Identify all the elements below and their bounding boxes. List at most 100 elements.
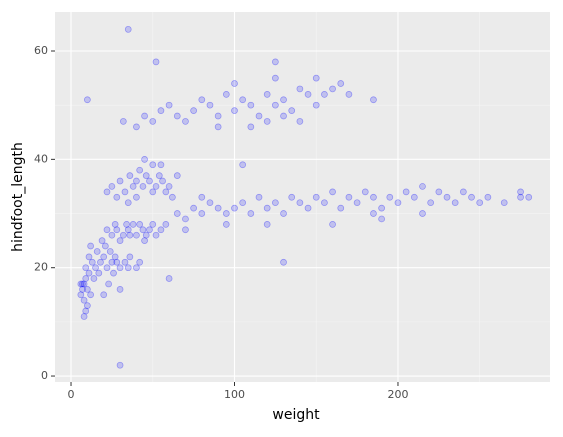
point <box>121 188 129 196</box>
point <box>378 204 385 212</box>
point <box>152 231 160 239</box>
point <box>169 193 176 201</box>
point <box>133 177 140 185</box>
point <box>321 90 328 98</box>
point <box>157 161 165 169</box>
point <box>139 226 147 234</box>
point <box>100 291 108 299</box>
point <box>280 258 287 266</box>
point <box>102 242 109 250</box>
point <box>296 199 304 207</box>
point <box>198 96 206 104</box>
point <box>222 90 230 98</box>
point <box>126 253 134 261</box>
x-tick-label: 0 <box>68 388 75 401</box>
y-tick-label: 60 <box>34 44 48 57</box>
point <box>152 58 160 66</box>
point <box>321 199 328 207</box>
point <box>222 210 230 217</box>
point <box>370 96 377 104</box>
x-tick-label: 100 <box>224 388 245 401</box>
point <box>263 90 271 98</box>
point <box>247 101 255 109</box>
point <box>95 269 103 277</box>
point <box>402 188 410 196</box>
point <box>162 221 170 228</box>
point <box>136 221 144 228</box>
point <box>79 280 86 288</box>
point <box>272 58 279 66</box>
point <box>155 172 163 179</box>
point <box>157 226 165 234</box>
point <box>190 204 197 212</box>
point <box>116 361 124 369</box>
point <box>214 112 222 120</box>
point <box>190 107 197 114</box>
point <box>525 193 533 201</box>
point <box>129 221 137 228</box>
point <box>113 193 121 201</box>
point <box>312 74 320 82</box>
point <box>280 112 287 120</box>
point <box>214 204 222 212</box>
point <box>105 280 112 288</box>
point <box>162 188 170 196</box>
point <box>451 199 459 207</box>
point <box>119 118 127 125</box>
point <box>272 74 279 82</box>
point <box>90 275 98 282</box>
point <box>182 118 189 125</box>
y-tick-label: 0 <box>41 369 48 382</box>
point <box>280 96 287 104</box>
point <box>272 199 279 207</box>
point <box>173 210 181 217</box>
point <box>136 166 144 174</box>
point <box>80 313 88 320</box>
point <box>222 221 230 228</box>
point <box>182 226 189 234</box>
point <box>476 199 484 207</box>
point <box>121 258 129 266</box>
point <box>124 226 132 234</box>
point <box>80 296 88 304</box>
point <box>304 90 312 98</box>
point <box>231 80 238 87</box>
point <box>337 80 345 87</box>
point <box>263 118 271 125</box>
point <box>82 307 90 315</box>
point <box>419 183 426 190</box>
point <box>500 199 508 207</box>
point <box>255 193 263 201</box>
point <box>108 258 116 266</box>
point <box>410 193 418 201</box>
point <box>247 210 255 217</box>
point <box>288 107 296 114</box>
point <box>85 269 93 277</box>
point <box>80 280 88 288</box>
point <box>427 199 435 207</box>
point <box>98 237 106 244</box>
point <box>149 161 157 169</box>
point <box>329 85 336 93</box>
point <box>103 226 111 234</box>
point <box>133 231 140 239</box>
point <box>263 204 271 212</box>
point <box>77 280 85 288</box>
point <box>108 231 116 239</box>
point <box>142 231 150 239</box>
point <box>443 193 451 201</box>
point <box>312 101 320 109</box>
point <box>92 264 99 272</box>
point <box>468 193 475 201</box>
x-tick-label: 200 <box>387 388 408 401</box>
point <box>97 258 104 266</box>
point <box>419 210 426 217</box>
point <box>378 215 385 223</box>
point <box>394 199 402 207</box>
point <box>119 231 127 239</box>
point <box>124 264 132 272</box>
point <box>182 215 189 223</box>
point <box>337 204 345 212</box>
point <box>370 193 377 201</box>
point <box>116 177 124 185</box>
